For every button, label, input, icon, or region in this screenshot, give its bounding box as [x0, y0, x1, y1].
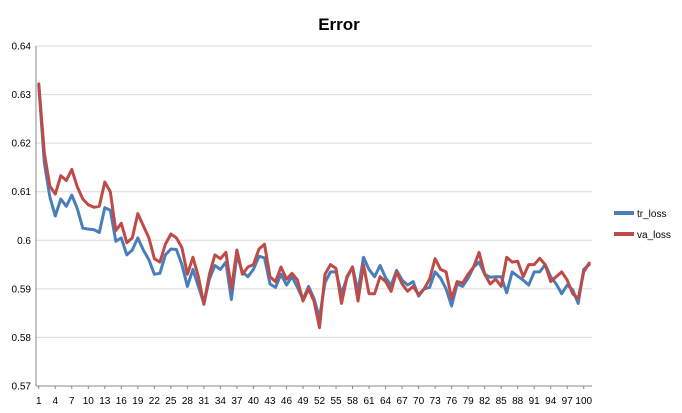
x-tick-label: 16 — [116, 396, 128, 407]
y-tick-label: 0.57 — [12, 382, 32, 393]
legend-label-va-loss: va_loss — [637, 230, 671, 241]
x-tick-label: 94 — [545, 396, 557, 407]
x-tick-label: 22 — [149, 396, 161, 407]
y-tick-label: 0.64 — [12, 42, 32, 53]
y-tick-label: 0.63 — [12, 90, 32, 101]
x-tick-label: 40 — [248, 396, 260, 407]
x-tick-label: 4 — [52, 396, 58, 407]
x-tick-label: 19 — [132, 396, 144, 407]
x-tick-label: 49 — [297, 396, 309, 407]
x-tick-label: 67 — [397, 396, 409, 407]
x-tick-label: 76 — [446, 396, 458, 407]
x-tick-label: 85 — [496, 396, 508, 407]
x-tick-label: 58 — [347, 396, 359, 407]
y-tick-label: 0.61 — [12, 187, 32, 198]
y-tick-label: 0.59 — [12, 284, 32, 295]
x-tick-label: 46 — [281, 396, 293, 407]
series-line-tr-loss — [37, 84, 591, 320]
chart-title: Error — [318, 15, 360, 34]
x-tick-label: 100 — [575, 396, 592, 407]
x-axis-ticks: 1 4 7 10 13 16 19 22 25 28 31 34 37 40 43 46 49 52 55 58 61 6… — [36, 386, 593, 407]
x-tick-label: 31 — [198, 396, 210, 407]
x-tick-label: 28 — [182, 396, 194, 407]
x-tick-label: 34 — [215, 396, 227, 407]
x-tick-label: 25 — [165, 396, 177, 407]
x-tick-label: 52 — [314, 396, 326, 407]
x-tick-label: 73 — [430, 396, 442, 407]
x-tick-label: 1 — [36, 396, 42, 407]
x-tick-label: 55 — [330, 396, 342, 407]
gridlines — [36, 45, 592, 338]
y-tick-label: 0.62 — [12, 139, 32, 150]
x-tick-label: 88 — [512, 396, 524, 407]
x-tick-label: 97 — [562, 396, 574, 407]
legend: tr_loss va_loss — [614, 209, 671, 241]
x-tick-label: 64 — [380, 396, 392, 407]
x-tick-label: 70 — [413, 396, 425, 407]
legend-label-tr-loss: tr_loss — [637, 209, 666, 220]
plot-lines — [37, 82, 591, 330]
x-tick-label: 7 — [69, 396, 75, 407]
x-tick-label: 82 — [479, 396, 491, 407]
y-tick-label: 0.6 — [17, 236, 31, 247]
x-tick-label: 61 — [363, 396, 375, 407]
series-line-va-loss — [37, 82, 591, 330]
axes — [35, 46, 592, 387]
x-tick-label: 79 — [463, 396, 475, 407]
x-tick-label: 43 — [264, 396, 276, 407]
x-tick-label: 10 — [83, 396, 95, 407]
x-tick-label: 13 — [99, 396, 111, 407]
y-axis-ticks: 0.57 0.58 0.59 0.6 0.61 0.62 0.63 0.64 — [12, 42, 32, 393]
x-tick-label: 91 — [529, 396, 541, 407]
y-tick-label: 0.58 — [12, 333, 32, 344]
x-tick-label: 37 — [231, 396, 243, 407]
